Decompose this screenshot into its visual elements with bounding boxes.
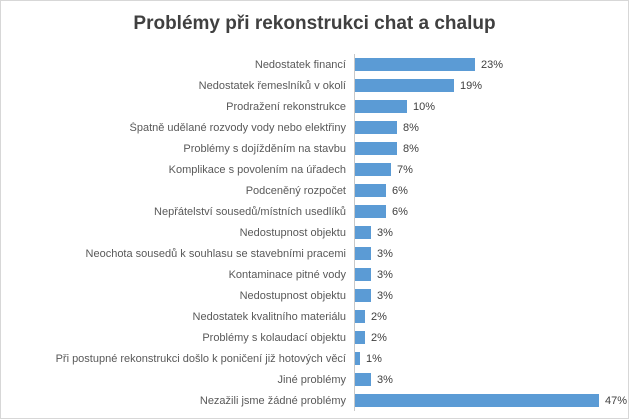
category-label: Špatně udělané rozvody vody nebo elektři… xyxy=(129,121,346,134)
category-label: Nedostupnost objektu xyxy=(239,289,346,302)
value-label: 8% xyxy=(403,142,419,155)
bar-area: 6% xyxy=(354,180,628,201)
value-label: 7% xyxy=(397,163,413,176)
bar-row: Nedostatek řemeslníků v okolí 19% xyxy=(1,75,628,96)
value-label: 10% xyxy=(413,100,436,113)
bar xyxy=(355,100,407,113)
category-label: Nezažili jsme žádné problémy xyxy=(199,394,346,407)
bar-row: Problémy s dojížděním na stavbu 8% xyxy=(1,138,628,159)
category-label: Neochota sousedů k souhlasu se stavebním… xyxy=(85,247,346,260)
bar xyxy=(355,268,371,281)
bar xyxy=(355,310,365,323)
bar-row: Špatně udělané rozvody vody nebo elektři… xyxy=(1,117,628,138)
category-label: Kontaminace pitné vody xyxy=(228,268,346,281)
value-label: 3% xyxy=(377,373,393,386)
category-label: Nedostupnost objektu xyxy=(239,226,346,239)
chart-title: Problémy při rekonstrukci chat a chalup xyxy=(133,13,496,34)
category-label: Problémy s kolaudací objektu xyxy=(202,331,346,344)
bar-row: Prodražení rekonstrukce 10% xyxy=(1,96,628,117)
bar-area: 3% xyxy=(354,285,628,306)
bar-area: 1% xyxy=(354,348,628,369)
category-label: Nedostatek kvalitního materiálu xyxy=(192,310,346,323)
category-label: Podceněný rozpočet xyxy=(245,184,346,197)
bar-row: Nedostupnost objektu 3% xyxy=(1,222,628,243)
value-label: 19% xyxy=(460,79,483,92)
value-label: 3% xyxy=(377,247,393,260)
category-label: Nepřátelství sousedů/místních usedlíků xyxy=(154,205,346,218)
bar-area: 2% xyxy=(354,327,628,348)
value-label: 47% xyxy=(605,394,628,407)
bar-row: Nepřátelství sousedů/místních usedlíků 6% xyxy=(1,201,628,222)
bar-area: 7% xyxy=(354,159,628,180)
bar-area: 8% xyxy=(354,117,628,138)
value-label: 3% xyxy=(377,226,393,239)
bar-area: 2% xyxy=(354,306,628,327)
value-label: 23% xyxy=(481,58,504,71)
bar-area: 47% xyxy=(354,390,628,411)
bar-area: 3% xyxy=(354,222,628,243)
bar xyxy=(355,79,454,92)
category-label: Jiné problémy xyxy=(277,373,346,386)
bar xyxy=(355,205,386,218)
bar-row: Neochota sousedů k souhlasu se stavebním… xyxy=(1,243,628,264)
bar xyxy=(355,373,371,386)
bar-row: Podceněný rozpočet 6% xyxy=(1,180,628,201)
bar-row: Kontaminace pitné vody 3% xyxy=(1,264,628,285)
category-label: Prodražení rekonstrukce xyxy=(226,100,346,113)
bar-area: 23% xyxy=(354,54,628,75)
bar-area: 6% xyxy=(354,201,628,222)
bar-area: 8% xyxy=(354,138,628,159)
bar-area: 3% xyxy=(354,369,628,390)
category-label: Nedostatek řemeslníků v okolí xyxy=(198,79,346,92)
bar-row: Nedostatek kvalitního materiálu 2% xyxy=(1,306,628,327)
bar xyxy=(355,247,371,260)
bar xyxy=(355,289,371,302)
bar-area: 3% xyxy=(354,243,628,264)
bar xyxy=(355,226,371,239)
bar-rows: Nedostatek financí 23% Nedostatek řemeslní… xyxy=(1,54,628,411)
bar-row: Jiné problémy 3% xyxy=(1,369,628,390)
value-label: 3% xyxy=(377,268,393,281)
bar-row: Nezažili jsme žádné problémy 47% xyxy=(1,390,628,411)
category-label: Nedostatek financí xyxy=(254,58,346,71)
category-label: Problémy s dojížděním na stavbu xyxy=(183,142,346,155)
bar xyxy=(355,394,599,407)
value-label: 1% xyxy=(366,352,382,365)
bar xyxy=(355,142,397,155)
value-label: 8% xyxy=(403,121,419,134)
bar xyxy=(355,163,391,176)
bar-area: 10% xyxy=(354,96,628,117)
category-label: Při postupné rekonstrukci došlo k poniče… xyxy=(55,352,346,365)
value-label: 2% xyxy=(371,331,387,344)
value-label: 2% xyxy=(371,310,387,323)
value-label: 6% xyxy=(392,184,408,197)
bar xyxy=(355,184,386,197)
value-label: 3% xyxy=(377,289,393,302)
bar-row: Komplikace s povolením na úřadech 7% xyxy=(1,159,628,180)
bar xyxy=(355,58,475,71)
category-label: Komplikace s povolením na úřadech xyxy=(168,163,346,176)
bar-area: 3% xyxy=(354,264,628,285)
bar xyxy=(355,331,365,344)
bar-row: Při postupné rekonstrukci došlo k poniče… xyxy=(1,348,628,369)
bar-area: 19% xyxy=(354,75,628,96)
bar-row: Nedostatek financí 23% xyxy=(1,54,628,75)
bar-row: Nedostupnost objektu 3% xyxy=(1,285,628,306)
bar-row: Problémy s kolaudací objektu 2% xyxy=(1,327,628,348)
bar xyxy=(355,352,360,365)
value-label: 6% xyxy=(392,205,408,218)
bar xyxy=(355,121,397,134)
